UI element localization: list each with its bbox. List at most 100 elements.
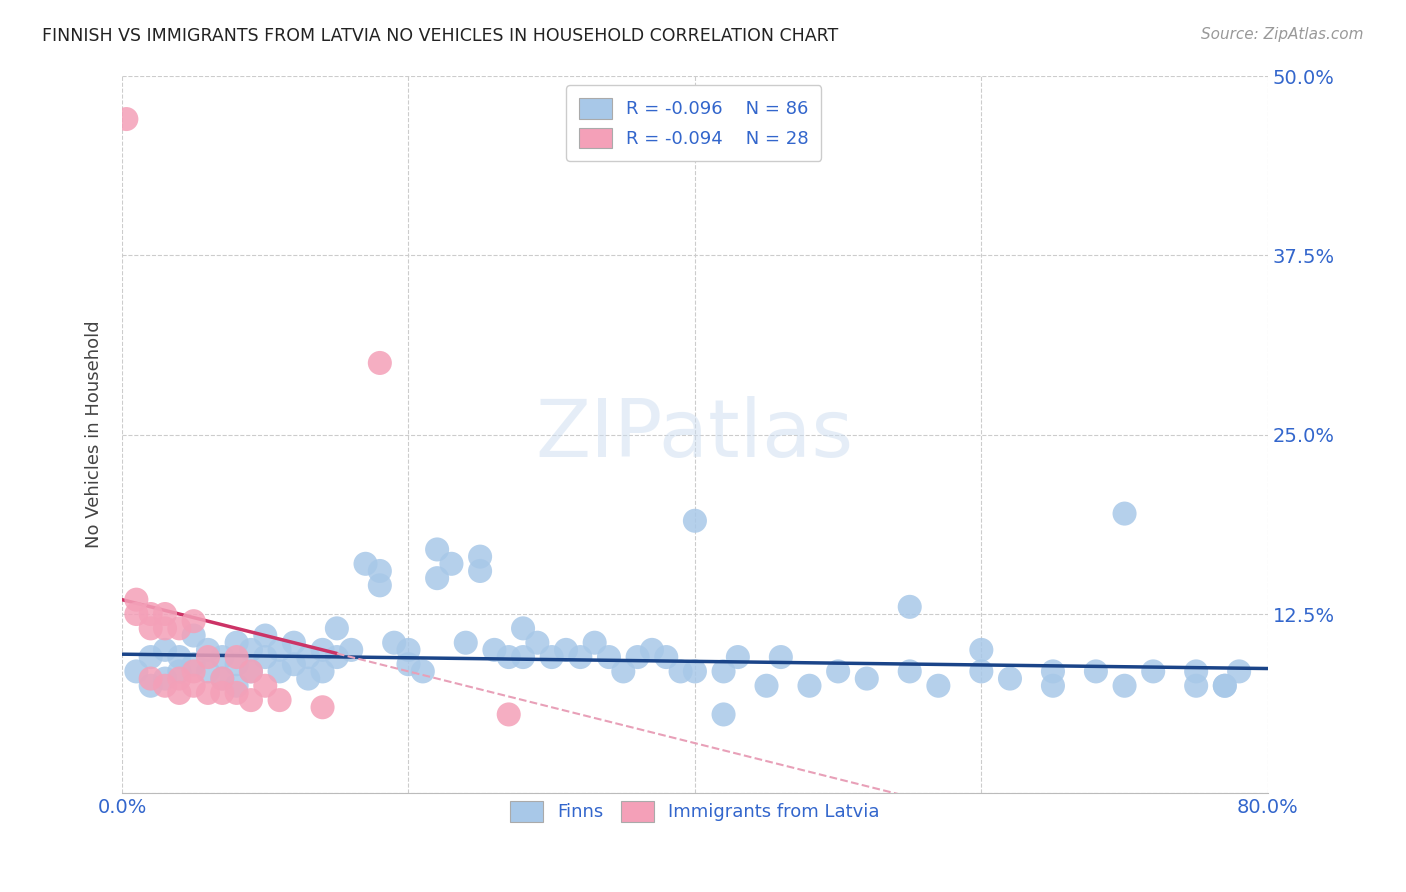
Point: [211, 672, 233, 686]
Point: [526, 636, 548, 650]
Point: [1084, 665, 1107, 679]
Point: [239, 665, 262, 679]
Point: [269, 643, 291, 657]
Point: [225, 686, 247, 700]
Point: [755, 679, 778, 693]
Point: [297, 672, 319, 686]
Point: [239, 693, 262, 707]
Point: [512, 621, 534, 635]
Text: Source: ZipAtlas.com: Source: ZipAtlas.com: [1201, 27, 1364, 42]
Point: [139, 621, 162, 635]
Point: [254, 650, 277, 665]
Point: [153, 621, 176, 635]
Point: [426, 542, 449, 557]
Point: [898, 599, 921, 614]
Y-axis label: No Vehicles in Household: No Vehicles in Household: [86, 321, 103, 549]
Point: [139, 679, 162, 693]
Point: [927, 679, 949, 693]
Point: [311, 700, 333, 714]
Point: [440, 557, 463, 571]
Point: [183, 665, 205, 679]
Point: [1227, 665, 1250, 679]
Point: [297, 650, 319, 665]
Point: [125, 665, 148, 679]
Point: [970, 643, 993, 657]
Point: [512, 650, 534, 665]
Point: [426, 571, 449, 585]
Point: [197, 643, 219, 657]
Point: [225, 636, 247, 650]
Point: [598, 650, 620, 665]
Point: [468, 549, 491, 564]
Point: [855, 672, 877, 686]
Point: [1142, 665, 1164, 679]
Point: [239, 665, 262, 679]
Point: [1185, 665, 1208, 679]
Point: [169, 672, 191, 686]
Point: [183, 628, 205, 642]
Point: [683, 665, 706, 679]
Point: [169, 621, 191, 635]
Point: [683, 514, 706, 528]
Point: [225, 657, 247, 672]
Point: [139, 672, 162, 686]
Point: [713, 707, 735, 722]
Point: [153, 607, 176, 621]
Point: [125, 592, 148, 607]
Point: [326, 650, 349, 665]
Point: [970, 665, 993, 679]
Point: [169, 665, 191, 679]
Point: [498, 650, 520, 665]
Point: [311, 643, 333, 657]
Point: [211, 650, 233, 665]
Point: [540, 650, 562, 665]
Point: [468, 564, 491, 578]
Point: [569, 650, 592, 665]
Point: [211, 686, 233, 700]
Point: [669, 665, 692, 679]
Point: [398, 657, 420, 672]
Point: [326, 621, 349, 635]
Point: [1114, 679, 1136, 693]
Point: [115, 112, 138, 126]
Point: [183, 679, 205, 693]
Point: [382, 636, 405, 650]
Point: [1185, 679, 1208, 693]
Point: [139, 650, 162, 665]
Point: [354, 557, 377, 571]
Text: ZIPatlas: ZIPatlas: [536, 396, 853, 474]
Point: [827, 665, 849, 679]
Point: [1042, 679, 1064, 693]
Point: [197, 650, 219, 665]
Point: [197, 686, 219, 700]
Point: [211, 672, 233, 686]
Point: [484, 643, 506, 657]
Point: [627, 650, 650, 665]
Point: [1042, 665, 1064, 679]
Point: [311, 665, 333, 679]
Point: [498, 707, 520, 722]
Point: [713, 665, 735, 679]
Point: [254, 628, 277, 642]
Point: [368, 356, 391, 370]
Point: [139, 607, 162, 621]
Point: [555, 643, 578, 657]
Point: [283, 657, 305, 672]
Point: [583, 636, 606, 650]
Point: [612, 665, 634, 679]
Point: [1213, 679, 1236, 693]
Point: [183, 614, 205, 628]
Point: [254, 679, 277, 693]
Point: [169, 686, 191, 700]
Point: [225, 650, 247, 665]
Point: [153, 643, 176, 657]
Point: [998, 672, 1021, 686]
Point: [169, 650, 191, 665]
Point: [225, 679, 247, 693]
Point: [368, 578, 391, 592]
Point: [368, 564, 391, 578]
Point: [153, 672, 176, 686]
Point: [283, 636, 305, 650]
Point: [269, 693, 291, 707]
Point: [655, 650, 678, 665]
